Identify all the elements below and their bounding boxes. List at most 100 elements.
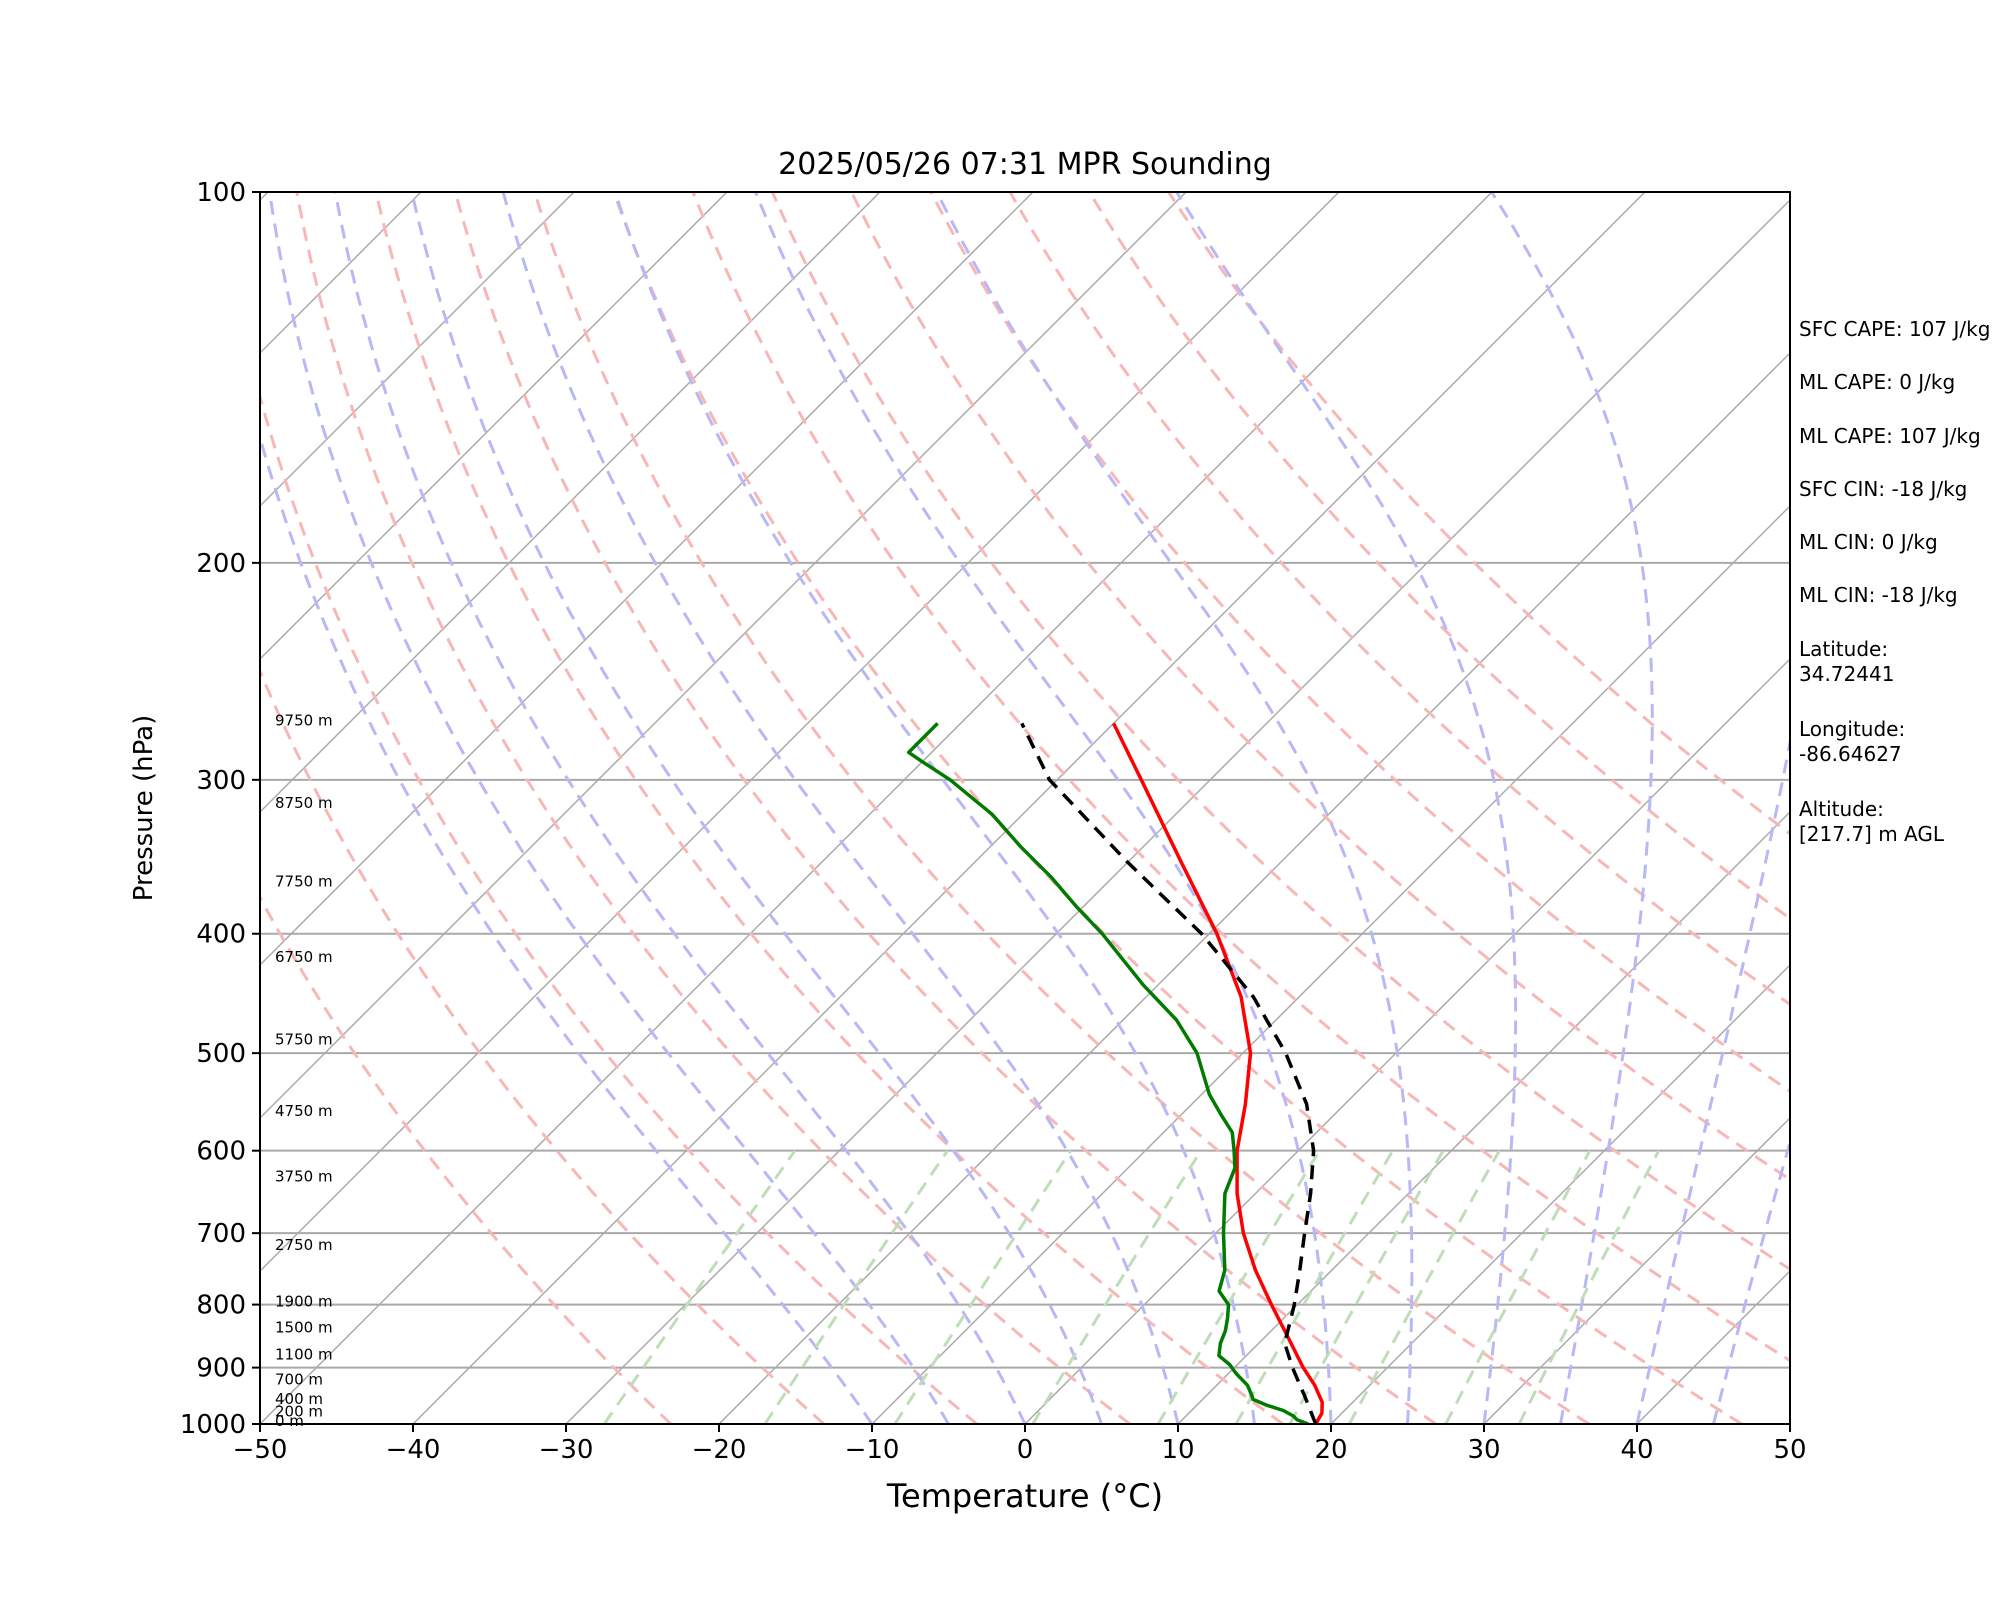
isotherm-line	[260, 192, 575, 508]
x-tick-label: 0	[1017, 1435, 1034, 1465]
mixing-ratio-line	[1348, 1149, 1501, 1424]
dry-adiabat-line	[260, 894, 672, 1424]
info-altitude: Altitude: [217.7] m AGL	[1799, 797, 1945, 846]
y-tick-label: 1000	[180, 1410, 246, 1440]
isotherm-line	[260, 192, 1187, 1120]
info-ml-cape-1: ML CAPE: 0 J/kg	[1799, 370, 1956, 394]
mixing-ratio-line	[603, 1149, 797, 1424]
x-tick-label: 50	[1773, 1435, 1806, 1465]
isotherm-line	[565, 198, 1790, 1424]
x-tick-label: 40	[1620, 1435, 1653, 1465]
info-ml-cape-2: ML CAPE: 107 J/kg	[1799, 424, 1981, 448]
mixing-ratio-line	[1031, 1149, 1203, 1424]
height-label: 0 m	[275, 1412, 304, 1430]
isotherm-line	[260, 192, 1340, 1273]
info-ml-cin-1: ML CIN: 0 J/kg	[1799, 530, 1938, 554]
height-label: 7750 m	[275, 873, 333, 891]
dry-adiabat-line	[533, 192, 1590, 1424]
isotherm-line	[412, 192, 1646, 1424]
moist-adiabat-line	[1490, 192, 1654, 1424]
mixing-ratio-lines	[603, 1149, 1661, 1424]
x-tick-label: 20	[1314, 1435, 1347, 1465]
info-sfc-cin: SFC CIN: -18 J/kg	[1799, 477, 1968, 501]
x-axis-ticks: −50 −40 −30 −20 −10 0 10 20 30 40 50	[233, 1424, 1807, 1465]
dry-adiabat-line	[929, 192, 1790, 1094]
temperature-profile	[1112, 722, 1324, 1424]
isotherm-line	[260, 192, 728, 661]
mixing-ratio-line	[1517, 1150, 1661, 1424]
x-axis-label: Temperature (°C)	[886, 1477, 1163, 1515]
height-label: 1100 m	[275, 1345, 333, 1363]
dry-adiabat-line	[295, 192, 1131, 1424]
isotherm-line	[260, 192, 1034, 967]
y-tick-label: 700	[196, 1219, 246, 1249]
mixing-ratio-line	[763, 1149, 949, 1424]
dry-adiabat-line	[1088, 192, 1790, 921]
isotherm-line	[260, 192, 881, 814]
isotherm-line	[1024, 657, 1790, 1424]
y-tick-label: 200	[196, 549, 246, 579]
dry-adiabat-line	[374, 192, 1284, 1424]
height-label: 1500 m	[275, 1319, 333, 1337]
y-tick-label: 300	[196, 766, 246, 796]
height-label: 9750 m	[275, 711, 333, 729]
height-label: 700 m	[275, 1370, 323, 1388]
dewpoint-profile	[906, 722, 1309, 1424]
moist-adiabat-line	[1175, 192, 1518, 1424]
mixing-ratio-line	[1444, 1149, 1592, 1424]
isotherm-line	[1177, 810, 1790, 1424]
dry-adiabat-line	[850, 192, 1790, 1182]
moist-adiabat-line	[613, 192, 1256, 1424]
isotherm-line	[871, 504, 1790, 1424]
x-tick-label: −20	[692, 1435, 747, 1465]
mixing-ratio-line	[1234, 1149, 1395, 1424]
dry-adiabat-line	[1008, 192, 1790, 1007]
mixing-ratio-line	[1288, 1149, 1445, 1424]
isotherm-gridlines	[260, 192, 1790, 1424]
x-tick-label: 30	[1467, 1435, 1500, 1465]
dry-adiabat-line	[770, 192, 1790, 1272]
height-label: 400 m	[275, 1390, 323, 1408]
moist-adiabat-line	[410, 192, 1103, 1424]
y-tick-label: 100	[196, 178, 246, 208]
mixing-ratio-line	[893, 1149, 1072, 1424]
height-label: 2750 m	[275, 1236, 333, 1254]
info-longitude: Longitude: -86.64627	[1799, 717, 1906, 766]
moist-adiabats	[260, 192, 1790, 1424]
isotherm-line	[718, 351, 1790, 1424]
x-tick-label: −40	[386, 1435, 441, 1465]
height-label: 3750 m	[275, 1167, 333, 1185]
sounding-profiles	[906, 722, 1324, 1424]
dry-adiabat-line	[1167, 192, 1790, 836]
moist-adiabat-line	[754, 192, 1333, 1424]
info-ml-cin-2: ML CIN: -18 J/kg	[1799, 583, 1958, 607]
height-label: 5750 m	[275, 1030, 333, 1048]
x-tick-label: −10	[845, 1435, 900, 1465]
info-sfc-cape: SFC CAPE: 107 J/kg	[1799, 317, 1991, 341]
height-label: 1900 m	[275, 1293, 333, 1311]
y-tick-label: 400	[196, 920, 246, 950]
moist-adiabat-line	[935, 192, 1414, 1424]
y-axis-ticks: 100 200 300 400 500 600 700 800 900 1000	[180, 178, 260, 1440]
x-tick-label: −30	[539, 1435, 594, 1465]
chart-title: 2025/05/26 07:31 MPR Sounding	[778, 147, 1272, 182]
dry-adiabat-line	[453, 192, 1437, 1424]
info-latitude: Latitude: 34.72441	[1799, 637, 1895, 686]
moist-adiabat-line	[268, 192, 950, 1424]
moist-adiabat-line	[333, 192, 1027, 1424]
parcel-profile	[1020, 722, 1318, 1424]
height-label: 200 m	[275, 1402, 323, 1420]
y-tick-label: 600	[196, 1137, 246, 1167]
mixing-ratio-line	[1156, 1149, 1321, 1424]
y-tick-label: 500	[196, 1039, 246, 1069]
y-tick-label: 900	[196, 1354, 246, 1384]
height-label: 6750 m	[275, 948, 333, 966]
y-axis-label: Pressure (hPa)	[129, 715, 159, 902]
y-tick-label: 800	[196, 1291, 246, 1321]
x-tick-label: −50	[233, 1435, 288, 1465]
moist-adiabat-line	[501, 192, 1180, 1424]
x-tick-label: 10	[1161, 1435, 1194, 1465]
height-label: 4750 m	[275, 1102, 333, 1120]
dry-adiabat-line	[691, 192, 1790, 1363]
